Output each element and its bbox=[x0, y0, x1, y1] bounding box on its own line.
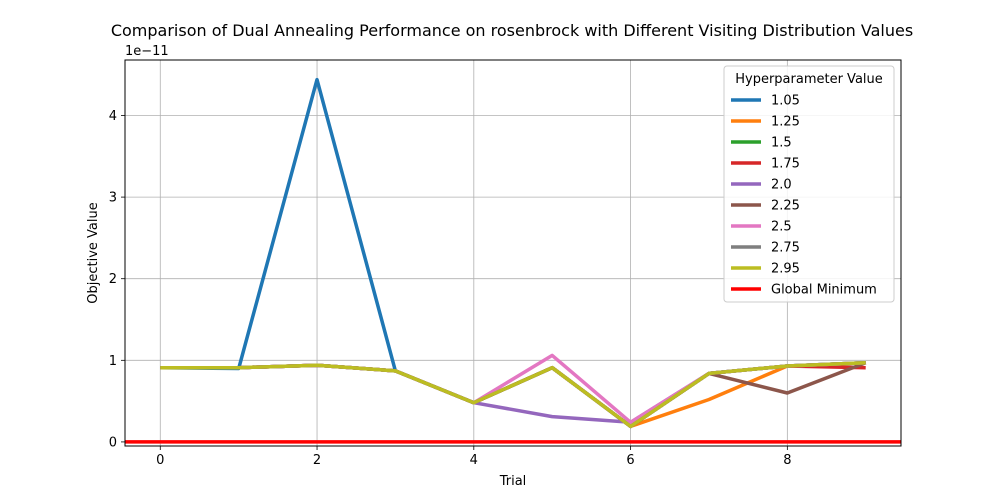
series-line-2.75 bbox=[160, 361, 866, 429]
series-line-1.75 bbox=[160, 363, 866, 429]
legend-title: Hyperparameter Value bbox=[735, 72, 883, 87]
series-line-2.0 bbox=[160, 361, 866, 425]
y-offset-label: 1e−11 bbox=[125, 44, 169, 59]
x-tick-label: 6 bbox=[626, 453, 634, 468]
x-tick-label: 8 bbox=[783, 453, 791, 468]
chart-title: Comparison of Dual Annealing Performance… bbox=[111, 21, 913, 40]
legend-box bbox=[723, 65, 895, 303]
y-tick-label: 4 bbox=[109, 109, 117, 124]
plot-frame bbox=[124, 59, 902, 447]
legend-label: 1.25 bbox=[771, 115, 800, 130]
data-layer bbox=[125, 77, 901, 444]
legend-label: 2.95 bbox=[771, 262, 800, 277]
x-tick-label: 0 bbox=[156, 453, 164, 468]
legend-label: 1.75 bbox=[771, 157, 800, 172]
legend-label: 1.5 bbox=[771, 136, 792, 151]
y-tick-label: 2 bbox=[109, 272, 117, 287]
series-line-2.95 bbox=[160, 361, 866, 429]
axis-ticks: 0 2 4 6 8 0 1 2 3 4 bbox=[109, 109, 792, 468]
series-line-2.25 bbox=[160, 361, 867, 429]
x-axis-label: Trial bbox=[499, 474, 527, 489]
y-tick-label: 0 bbox=[109, 435, 117, 450]
y-tick-label: 3 bbox=[109, 191, 117, 206]
legend-label: 2.75 bbox=[771, 241, 800, 256]
legend: Hyperparameter Value 1.05 1.25 1.5 1.75 2.0 2… bbox=[723, 65, 895, 303]
y-tick-label: 1 bbox=[109, 354, 117, 369]
x-tick-label: 2 bbox=[313, 453, 321, 468]
legend-label: 2.25 bbox=[771, 199, 800, 214]
series-line-1.25 bbox=[160, 361, 866, 429]
legend-label: 1.05 bbox=[771, 94, 800, 109]
legend-items: 1.05 1.25 1.5 1.75 2.0 2.25 2.5 2.75 2.95 Global … bbox=[731, 94, 877, 298]
legend-label: 2.0 bbox=[771, 178, 792, 193]
legend-label: Global Minimum bbox=[771, 283, 877, 298]
x-tick-label: 4 bbox=[470, 453, 478, 468]
legend-label: 2.5 bbox=[771, 220, 792, 235]
series-line-1.5 bbox=[160, 361, 866, 429]
y-axis-label: Objective Value bbox=[86, 202, 101, 303]
